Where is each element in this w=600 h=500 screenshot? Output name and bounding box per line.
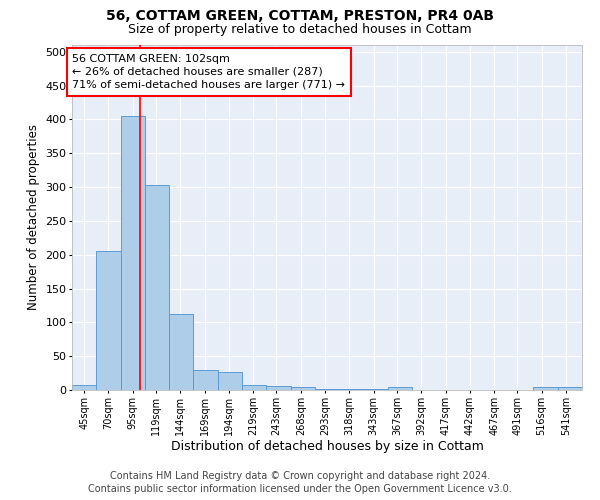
- Text: 56 COTTAM GREEN: 102sqm
← 26% of detached houses are smaller (287)
71% of semi-d: 56 COTTAM GREEN: 102sqm ← 26% of detache…: [73, 54, 346, 90]
- Text: Size of property relative to detached houses in Cottam: Size of property relative to detached ho…: [128, 22, 472, 36]
- Bar: [242, 384, 266, 390]
- Bar: [96, 252, 121, 390]
- Bar: [533, 388, 558, 390]
- Bar: [388, 388, 412, 390]
- Bar: [72, 384, 96, 390]
- Text: 56, COTTAM GREEN, COTTAM, PRESTON, PR4 0AB: 56, COTTAM GREEN, COTTAM, PRESTON, PR4 0…: [106, 9, 494, 23]
- Text: Contains HM Land Registry data © Crown copyright and database right 2024.
Contai: Contains HM Land Registry data © Crown c…: [88, 471, 512, 494]
- Bar: [169, 314, 193, 390]
- Bar: [193, 370, 218, 390]
- Y-axis label: Number of detached properties: Number of detached properties: [27, 124, 40, 310]
- X-axis label: Distribution of detached houses by size in Cottam: Distribution of detached houses by size …: [170, 440, 484, 454]
- Bar: [121, 116, 145, 390]
- Bar: [290, 388, 315, 390]
- Bar: [266, 386, 290, 390]
- Bar: [558, 388, 582, 390]
- Bar: [145, 185, 169, 390]
- Bar: [218, 372, 242, 390]
